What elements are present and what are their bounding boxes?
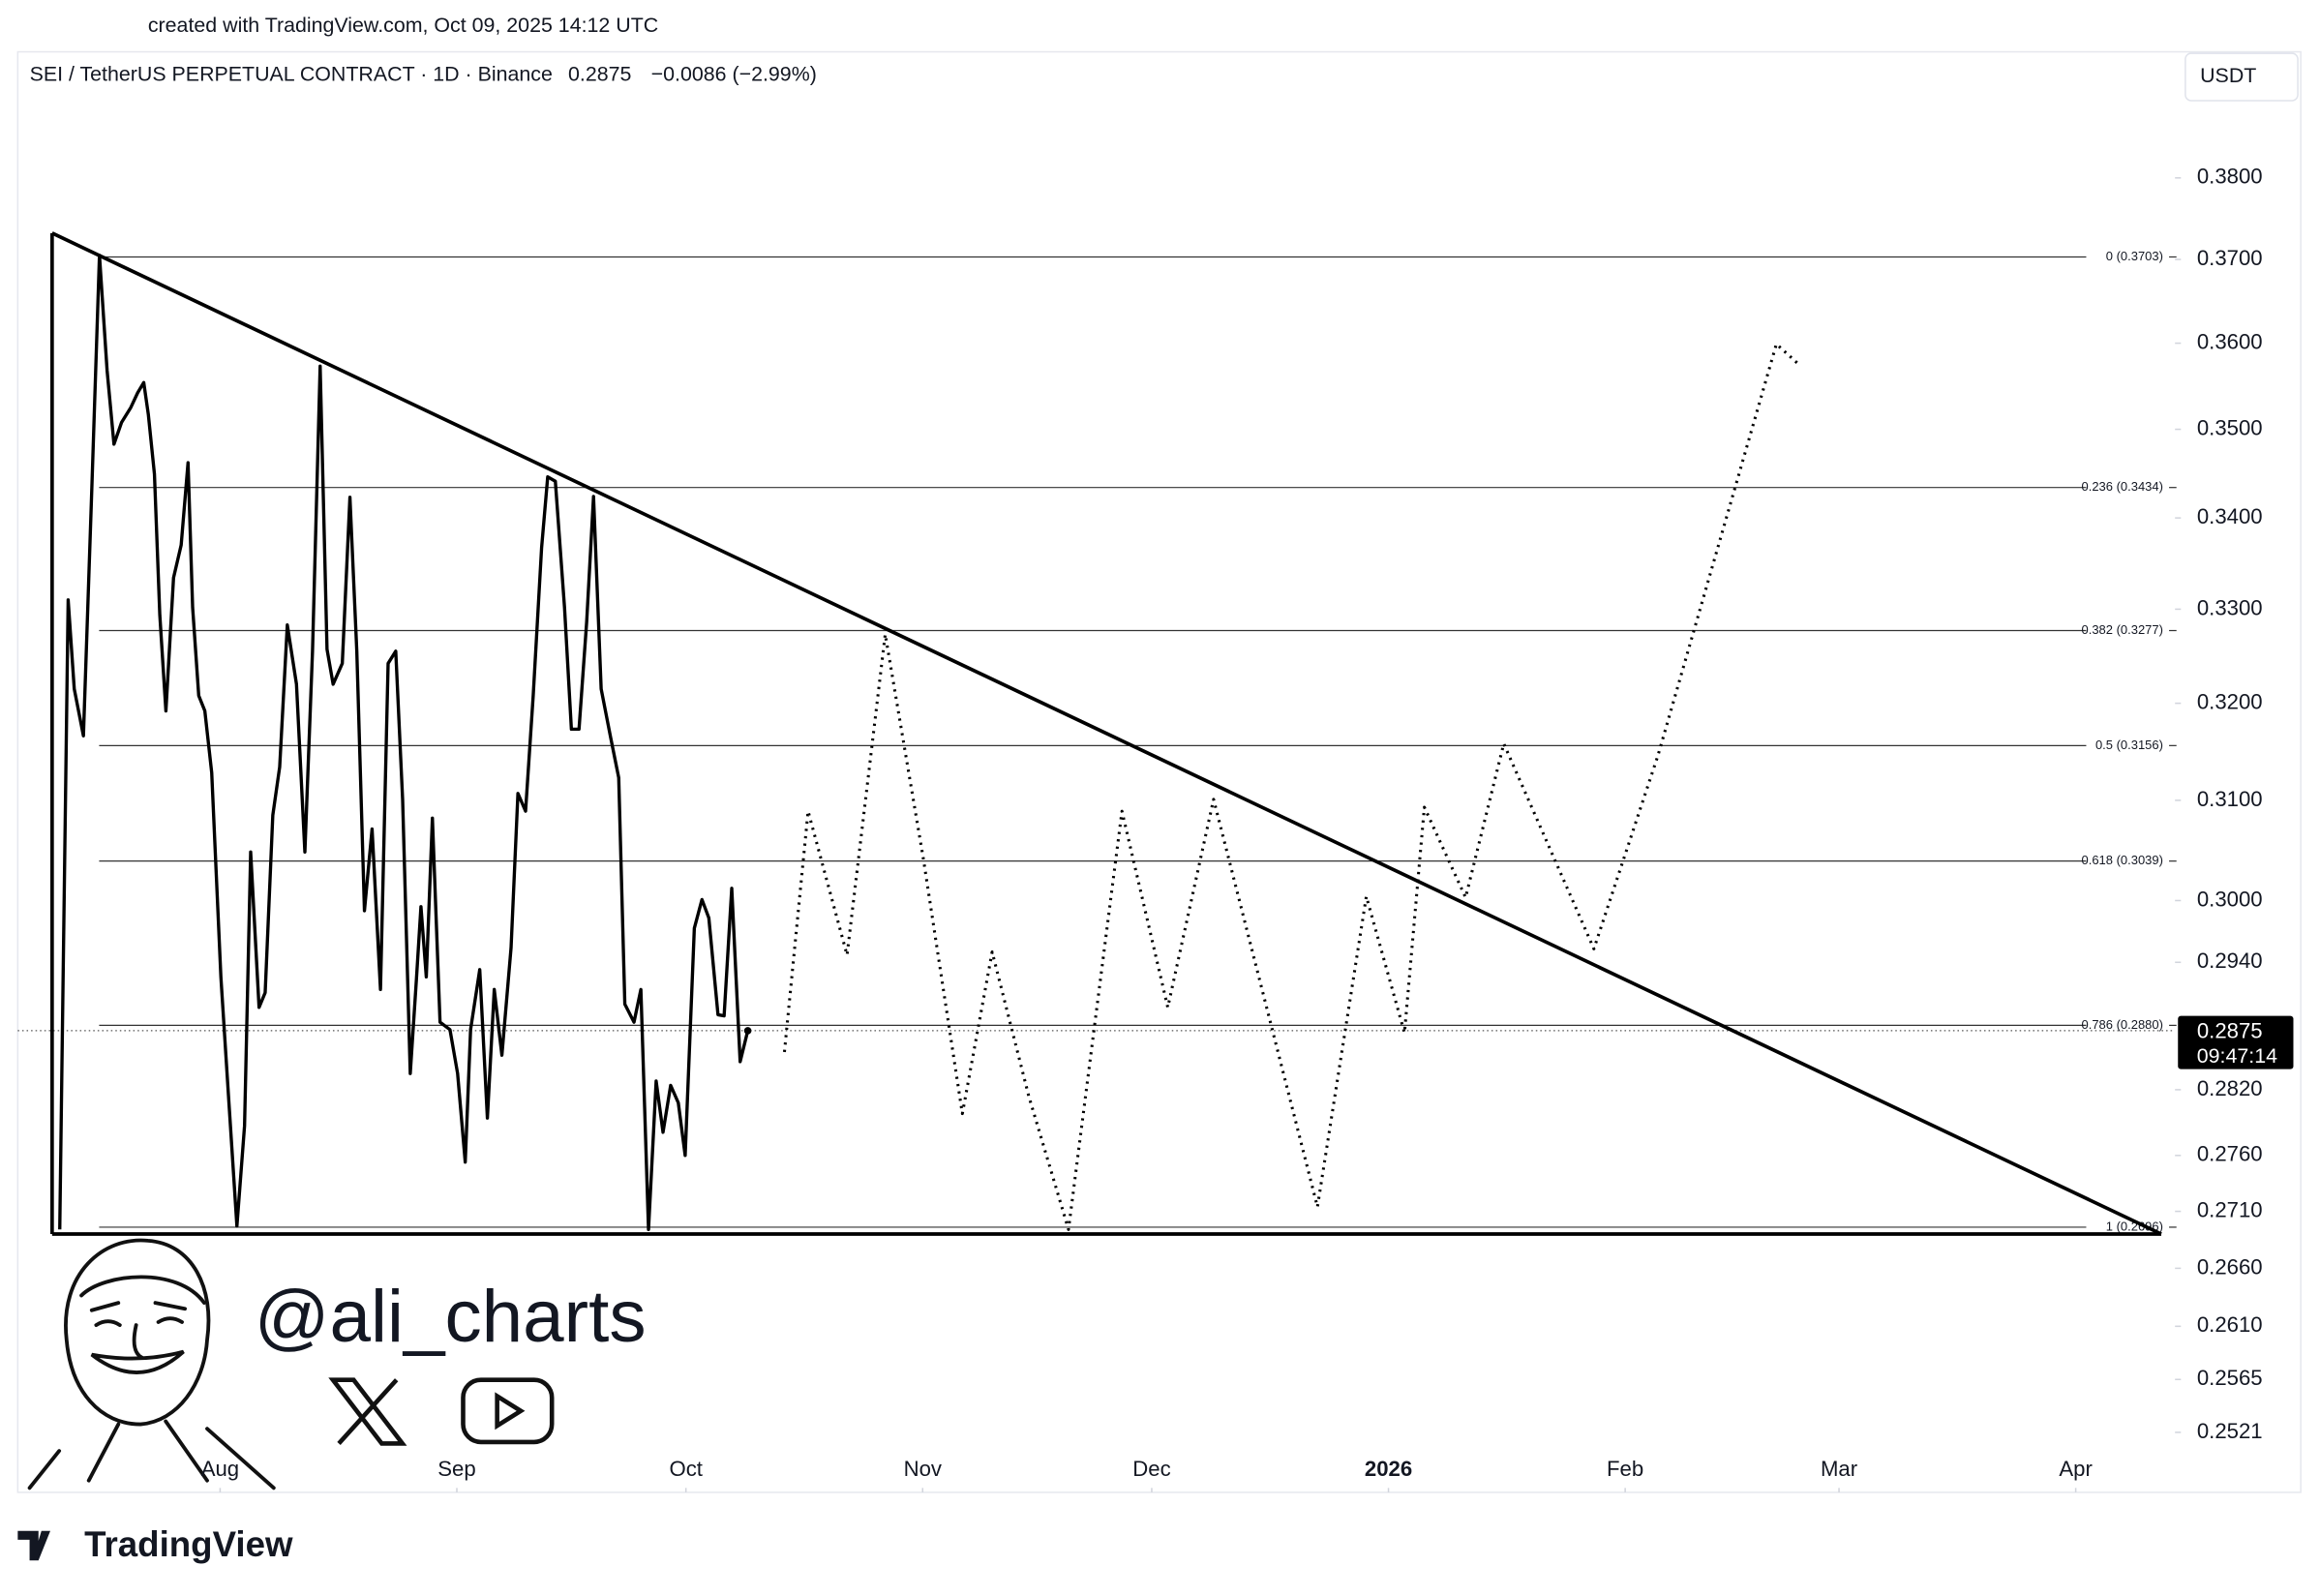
x-tick-label: Oct bbox=[669, 1457, 702, 1481]
x-tick-label: Dec bbox=[1132, 1457, 1170, 1481]
projection-line bbox=[782, 342, 1798, 1231]
avatar bbox=[27, 1238, 276, 1491]
created-note: created with TradingView.com, Oct 09, 20… bbox=[148, 14, 658, 37]
y-tick-label: 0.3500 bbox=[2197, 415, 2263, 439]
x-tick-label: Feb bbox=[1607, 1457, 1643, 1481]
price-series bbox=[58, 254, 750, 1231]
x-tick-label: 2026 bbox=[1365, 1457, 1412, 1481]
y-tick-label: 0.2565 bbox=[2197, 1366, 2263, 1390]
fib-label: 0.382 (0.3277) bbox=[2082, 622, 2163, 637]
y-tick-label: 0.2660 bbox=[2197, 1254, 2263, 1279]
brand-name: TradingView bbox=[84, 1524, 293, 1564]
handle: @ali_charts bbox=[255, 1276, 647, 1358]
price-tag bbox=[2178, 1015, 2294, 1069]
y-tick-label: 0.3300 bbox=[2197, 595, 2263, 619]
y-tick-label: 0.2760 bbox=[2197, 1142, 2263, 1166]
trendline bbox=[51, 231, 2162, 1236]
currency-button[interactable] bbox=[2184, 52, 2299, 102]
x-tick-label: Apr bbox=[2059, 1457, 2093, 1481]
x-icon[interactable] bbox=[328, 1377, 407, 1446]
x-tick-label: Sep bbox=[437, 1457, 475, 1481]
y-tick-label: 0.2820 bbox=[2197, 1076, 2263, 1100]
y-tick-label: 0.2610 bbox=[2197, 1312, 2263, 1337]
x-tick-label: Nov bbox=[904, 1457, 942, 1481]
last-point bbox=[743, 1027, 752, 1035]
y-tick-label: 0.3800 bbox=[2197, 165, 2263, 189]
fib-label: 0.618 (0.3039) bbox=[2082, 853, 2163, 867]
youtube-icon[interactable] bbox=[461, 1377, 555, 1445]
price-tag-label: 0.2875 bbox=[2197, 1018, 2263, 1042]
y-tick-label: 0.3700 bbox=[2197, 246, 2263, 270]
y-tick-label: 0.3400 bbox=[2197, 504, 2263, 528]
price-tag-countdown: 09:47:14 bbox=[2197, 1044, 2277, 1068]
last-price: 0.2875 bbox=[568, 63, 631, 86]
y-tick-label: 0.3000 bbox=[2197, 887, 2263, 911]
price-change: −0.0086 (−2.99%) bbox=[651, 63, 817, 86]
symbol-title: SEI / TetherUS PERPETUAL CONTRACT · 1D ·… bbox=[30, 63, 553, 86]
currency-label: USDT bbox=[2200, 64, 2256, 87]
fib-label: 0.786 (0.2880) bbox=[2082, 1017, 2163, 1032]
y-tick-label: 0.3200 bbox=[2197, 689, 2263, 713]
fib-label: 0.5 (0.3156) bbox=[2095, 738, 2163, 752]
fib-label: 0.236 (0.3434) bbox=[2082, 479, 2163, 494]
brand-logo: TradingView bbox=[17, 1524, 293, 1564]
chart-frame bbox=[16, 50, 2302, 1493]
y-tick-label: 0.3600 bbox=[2197, 329, 2263, 353]
fib-label: 0 (0.3703) bbox=[2106, 249, 2163, 263]
y-tick-label: 0.2710 bbox=[2197, 1197, 2263, 1221]
y-tick-label: 0.3100 bbox=[2197, 787, 2263, 811]
y-tick-label: 0.2940 bbox=[2197, 949, 2263, 973]
x-tick-label: Mar bbox=[1821, 1457, 1858, 1481]
y-tick-label: 0.2521 bbox=[2197, 1419, 2263, 1443]
x-tick-label: Aug bbox=[201, 1457, 239, 1481]
